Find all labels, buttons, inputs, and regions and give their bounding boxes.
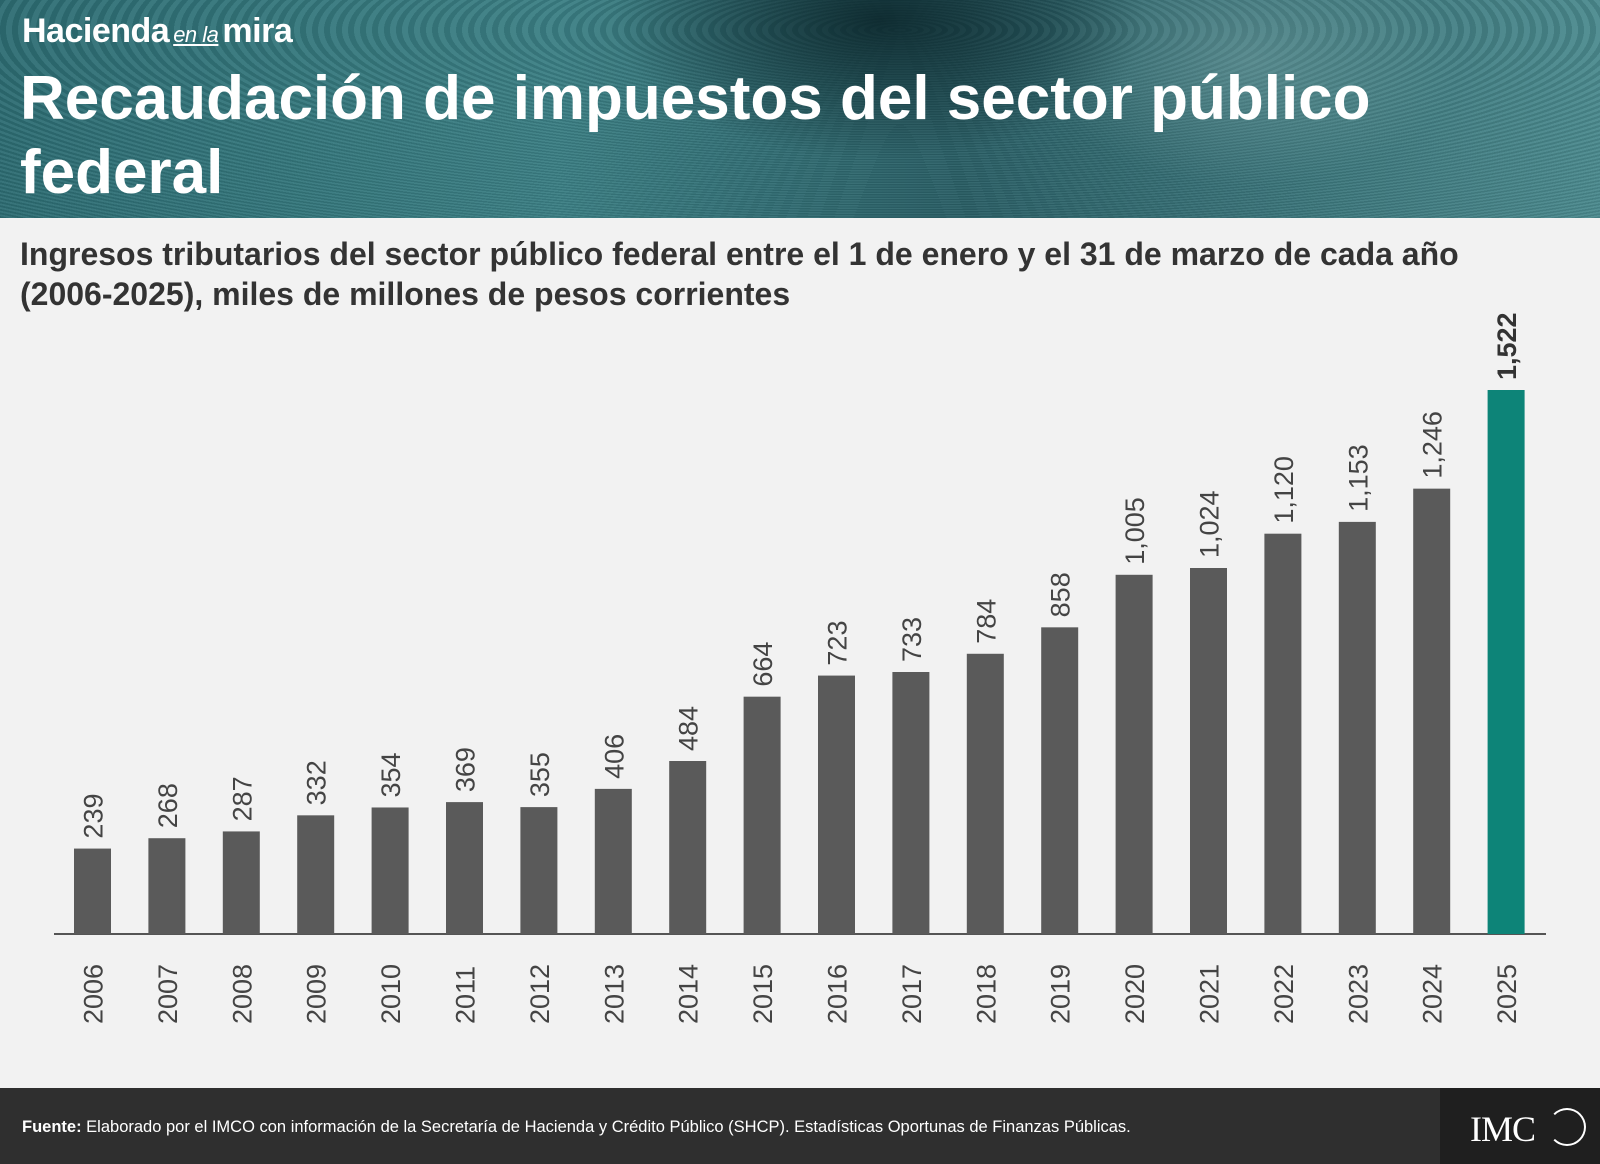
tick-label-2024: 2024 [1418, 964, 1448, 1024]
source-note: Fuente: Elaborado por el IMCO con inform… [22, 1118, 1131, 1137]
value-label-2014: 484 [674, 706, 704, 751]
source-text: Elaborado por el IMCO con información de… [81, 1118, 1131, 1136]
value-label-2009: 332 [302, 760, 332, 805]
value-label-2017: 733 [897, 617, 927, 662]
value-label-2020: 1,005 [1120, 497, 1150, 565]
value-label-2019: 858 [1046, 572, 1076, 617]
tick-label-2023: 2023 [1343, 964, 1373, 1024]
bar-2015 [743, 696, 781, 934]
value-label-2007: 268 [153, 783, 183, 828]
tick-label-2025: 2025 [1492, 964, 1522, 1024]
bar-2023 [1338, 521, 1376, 934]
value-label-2010: 354 [376, 752, 406, 797]
tick-label-2021: 2021 [1195, 964, 1225, 1024]
imco-swirl-icon [1548, 1108, 1586, 1146]
value-label-2008: 287 [227, 776, 257, 821]
bar-2024 [1413, 488, 1451, 934]
brand-end: mira [222, 12, 293, 50]
value-label-2024: 1,246 [1418, 411, 1448, 479]
page-title: Recaudación de impuestos del sector públ… [20, 64, 1371, 207]
tick-label-2019: 2019 [1046, 964, 1076, 1024]
imco-logo: IMC [1470, 1109, 1536, 1149]
bar-2008 [222, 831, 260, 934]
value-label-2023: 1,153 [1343, 444, 1373, 512]
bar-2021 [1190, 567, 1227, 934]
value-label-2006: 239 [79, 794, 109, 839]
bar-2017 [892, 672, 930, 934]
tick-label-2016: 2016 [823, 964, 853, 1024]
brand-logo: Hacienda en la mira [22, 12, 293, 51]
tick-label-2017: 2017 [897, 964, 927, 1024]
value-label-2018: 784 [971, 599, 1001, 644]
tick-label-2012: 2012 [525, 964, 555, 1024]
value-label-2015: 664 [748, 642, 778, 687]
value-label-2011: 369 [451, 747, 481, 792]
bar-2013 [594, 788, 632, 934]
tick-label-2009: 2009 [302, 964, 332, 1024]
value-label-2021: 1,024 [1195, 490, 1225, 558]
footer: Fuente: Elaborado por el IMCO con inform… [0, 1088, 1600, 1164]
value-label-2013: 406 [599, 734, 629, 779]
bar-2006 [74, 848, 111, 934]
tick-label-2013: 2013 [599, 964, 629, 1024]
header-banner: Hacienda en la mira Recaudación de impuest… [0, 0, 1600, 218]
imco-logo-box: IMC [1440, 1088, 1600, 1164]
bar-2010 [371, 807, 409, 934]
value-label-2012: 355 [525, 752, 555, 797]
brand-small: en la [173, 22, 219, 47]
tick-label-2008: 2008 [227, 964, 257, 1024]
tick-label-2022: 2022 [1269, 964, 1299, 1024]
bar-2014 [669, 761, 707, 934]
tick-label-2014: 2014 [674, 964, 704, 1024]
bar-2020 [1115, 574, 1153, 934]
bar-2018 [966, 653, 1004, 934]
brand-main: Hacienda [22, 12, 170, 50]
tick-label-2010: 2010 [376, 964, 406, 1024]
tick-label-2015: 2015 [748, 964, 778, 1024]
bar-2011 [446, 802, 483, 934]
bar-2012 [520, 807, 558, 934]
tick-label-2007: 2007 [153, 964, 183, 1024]
tick-label-2006: 2006 [79, 964, 109, 1024]
bar-2022 [1264, 533, 1302, 934]
tick-label-2020: 2020 [1120, 964, 1150, 1024]
bar-2009 [297, 815, 335, 934]
tick-label-2018: 2018 [971, 964, 1001, 1024]
tick-label-2011: 2011 [451, 966, 481, 1024]
bar-2025 [1487, 390, 1525, 934]
source-label: Fuente: [22, 1118, 82, 1136]
bar-2019 [1041, 627, 1079, 934]
chart-subtitle: Ingresos tributarios del sector público … [20, 236, 1459, 312]
bar-2007 [148, 838, 186, 934]
value-label-2016: 723 [823, 621, 853, 666]
value-label-2022: 1,120 [1269, 456, 1299, 524]
bar-2016 [818, 675, 855, 934]
value-label-2025: 1,522 [1492, 312, 1522, 380]
bar-chart: 239 2006 268 2007 287 2008 332 2009 354 2010 369 20… [54, 312, 1546, 1024]
